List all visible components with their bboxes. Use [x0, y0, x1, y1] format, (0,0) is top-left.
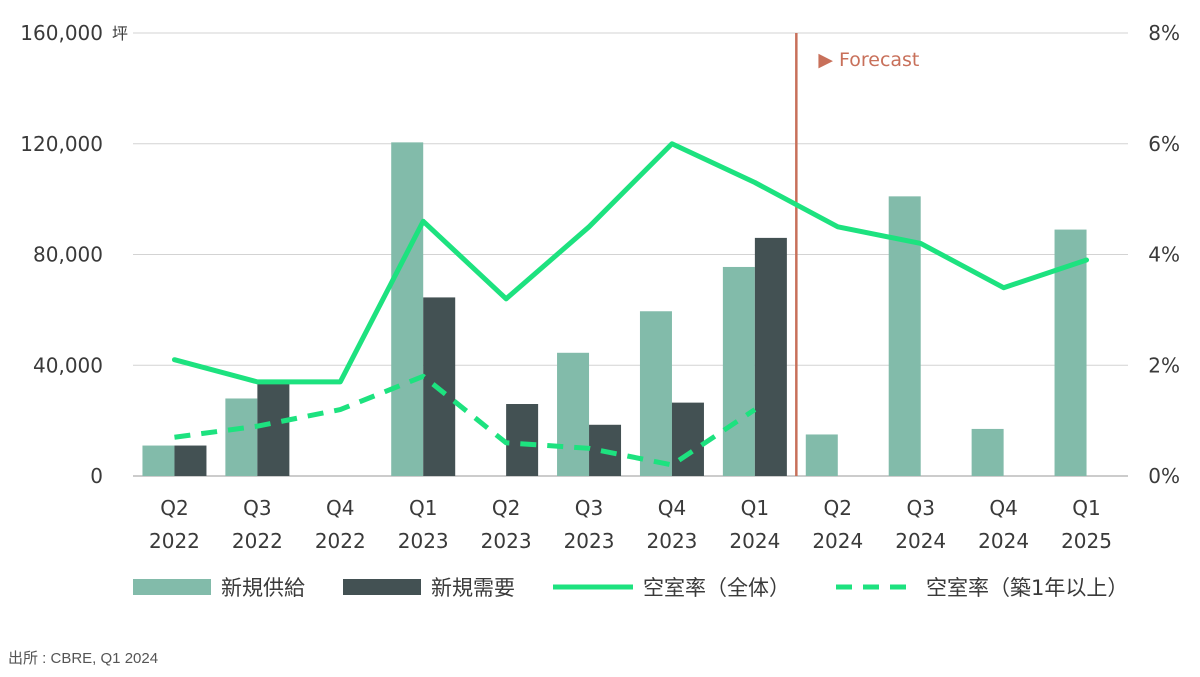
y2-tick-label: 2%	[1148, 353, 1180, 377]
x-tick-year: 2022	[149, 529, 200, 553]
x-tick-quarter: Q2	[492, 496, 520, 520]
y-tick-label: 120,000	[20, 132, 103, 156]
x-tick-year: 2023	[647, 529, 698, 553]
x-tick-quarter: Q2	[824, 496, 852, 520]
legend-supply-label: 新規供給	[221, 576, 305, 600]
bars	[142, 142, 1087, 476]
line-vacancy-1yr	[174, 373, 757, 468]
bar-demand	[506, 404, 539, 476]
bar-demand	[754, 237, 787, 476]
grid-lines	[133, 32, 1128, 477]
legend: 新規供給 新規需要 空室率（全体） 空室率（築1年以上）	[133, 576, 1128, 600]
x-tick-quarter: Q4	[989, 496, 1017, 520]
x-tick-quarter: Q3	[906, 496, 934, 520]
y2-tick-label: 0%	[1148, 464, 1180, 488]
y-tick-label: 80,000	[33, 243, 103, 267]
rate-lines	[171, 141, 1090, 468]
forecast-marker: ▶ Forecast	[795, 33, 919, 476]
y2-tick-label: 8%	[1148, 21, 1180, 45]
x-tick-quarter: Q3	[243, 496, 271, 520]
x-tick-quarter: Q4	[658, 496, 686, 520]
bar-supply	[722, 266, 755, 476]
y-unit-label: 坪	[112, 24, 128, 43]
legend-vacancy-total-label: 空室率（全体）	[643, 576, 790, 600]
x-tick-year: 2023	[398, 529, 449, 553]
bar-supply	[142, 445, 175, 476]
right-axis: 0% 2% 4% 6% 8%	[1148, 21, 1180, 488]
legend-demand-label: 新規需要	[431, 576, 515, 600]
left-axis: 0 40,000 80,000 120,000 160,000 坪	[20, 21, 128, 488]
bar-demand	[174, 445, 207, 476]
x-tick-quarter: Q4	[326, 496, 354, 520]
forecast-label: ▶ Forecast	[818, 49, 919, 71]
x-tick-year: 2024	[895, 529, 946, 553]
x-tick-quarter: Q1	[1072, 496, 1100, 520]
bar-supply	[225, 398, 258, 476]
x-tick-year: 2024	[978, 529, 1029, 553]
bar-demand	[257, 383, 290, 476]
line-vacancy-total	[171, 141, 1090, 385]
x-tick-quarter: Q2	[160, 496, 188, 520]
x-tick-year: 2024	[812, 529, 863, 553]
x-tick-year: 2022	[315, 529, 366, 553]
bar-supply	[971, 428, 1004, 476]
y-tick-label: 0	[90, 464, 103, 488]
legend-vacancy-1yr-label: 空室率（築1年以上）	[926, 576, 1128, 600]
x-tick-year: 2023	[481, 529, 532, 553]
bar-supply	[805, 434, 838, 476]
legend-supply-swatch	[133, 579, 211, 595]
x-tick-quarter: Q3	[575, 496, 603, 520]
source-note: 出所 : CBRE, Q1 2024	[8, 650, 159, 667]
y2-tick-label: 6%	[1148, 132, 1180, 156]
legend-demand-swatch	[343, 579, 421, 595]
x-tick-year: 2022	[232, 529, 283, 553]
bar-supply	[557, 352, 590, 476]
x-tick-year: 2025	[1061, 529, 1112, 553]
y-tick-label: 40,000	[33, 353, 103, 377]
bar-supply	[391, 142, 424, 476]
y2-tick-label: 4%	[1148, 243, 1180, 267]
x-tick-year: 2024	[729, 529, 780, 553]
bar-supply	[639, 311, 672, 476]
x-tick-year: 2023	[564, 529, 615, 553]
x-axis: Q2 2022 Q3 2022 Q4 2022 Q1 2023 Q2 2023 Q3 2023 Q4 20…	[149, 496, 1112, 553]
x-tick-quarter: Q1	[741, 496, 769, 520]
x-tick-quarter: Q1	[409, 496, 437, 520]
y-tick-label: 160,000	[20, 21, 103, 45]
bar-demand	[671, 402, 704, 476]
